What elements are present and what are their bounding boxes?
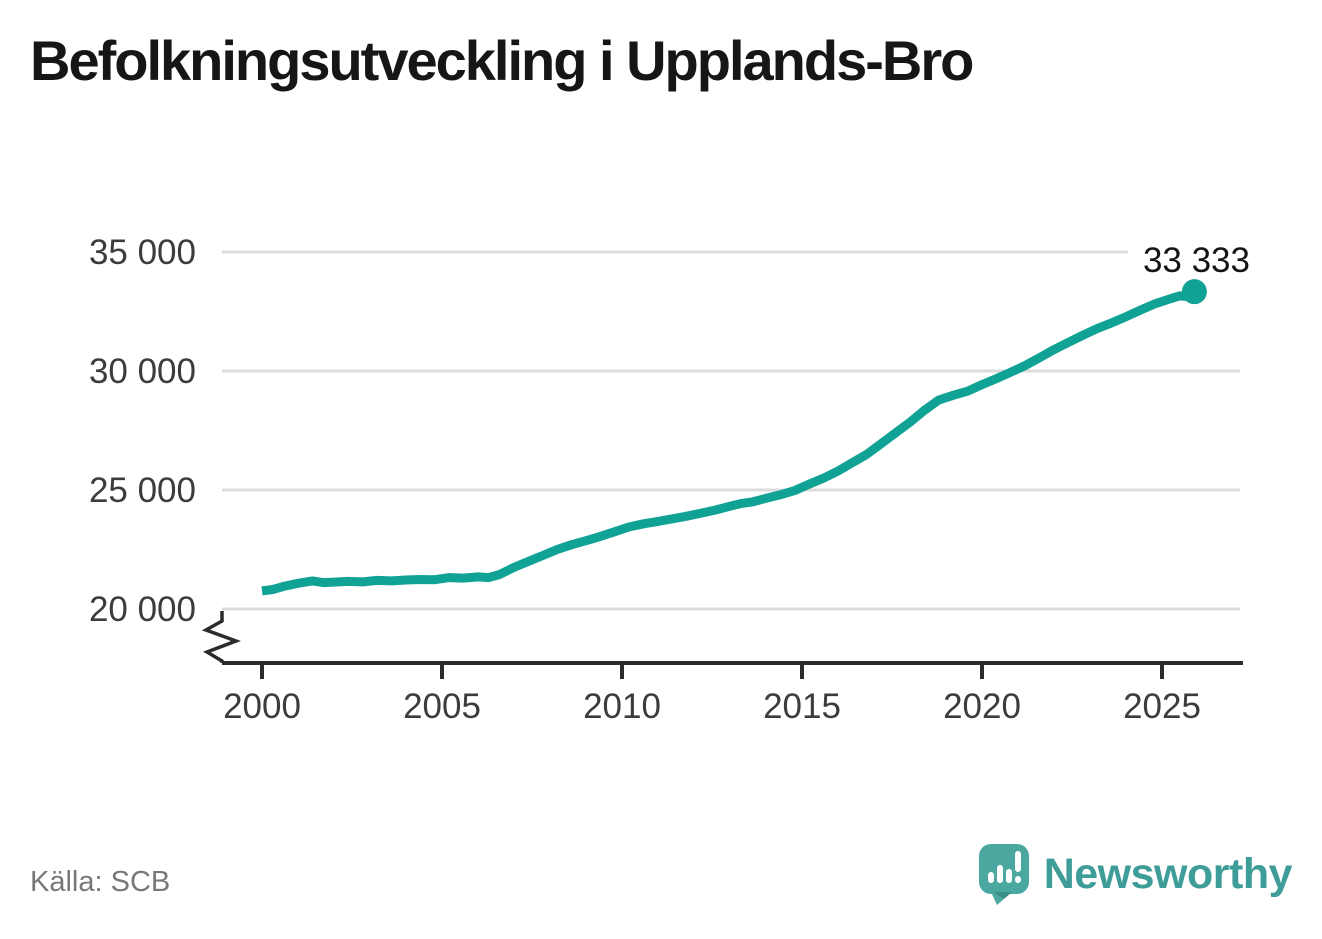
logo-bar-short [987,872,994,883]
y-tick-label: 20 000 [89,590,196,629]
logo-exclamation-stroke [1014,851,1021,872]
x-tick-label: 2000 [223,687,301,726]
x-tick-label: 2005 [403,687,481,726]
y-tick-label: 25 000 [89,471,196,510]
latest-value-label-bg [1128,238,1254,276]
logo-bar-tall [996,865,1003,883]
latest-value-dot [1181,279,1207,305]
chart-title: Befolkningsutveckling i Upplands-Bro [30,29,974,92]
y-tick-label: 35 000 [89,233,196,272]
newsworthy-logo: Newsworthy [978,843,1293,906]
x-tick-label: 2010 [583,687,661,726]
x-tick-label: 2015 [763,687,841,726]
logo-exclamation-dot [1014,876,1021,883]
latest-value-label: 33 333 [1143,241,1250,280]
newsworthy-logo-icon [978,844,1029,905]
newsworthy-wordmark: Newsworthy [1043,850,1293,898]
logo-bar-medium [1005,869,1012,883]
population-line [261,288,1197,596]
x-tick-label: 2020 [943,687,1021,726]
y-tick-label: 30 000 [89,352,196,391]
source-note: Källa: SCB [30,866,171,898]
axis-break-icon [201,611,242,663]
x-tick-label: 2025 [1123,687,1201,726]
